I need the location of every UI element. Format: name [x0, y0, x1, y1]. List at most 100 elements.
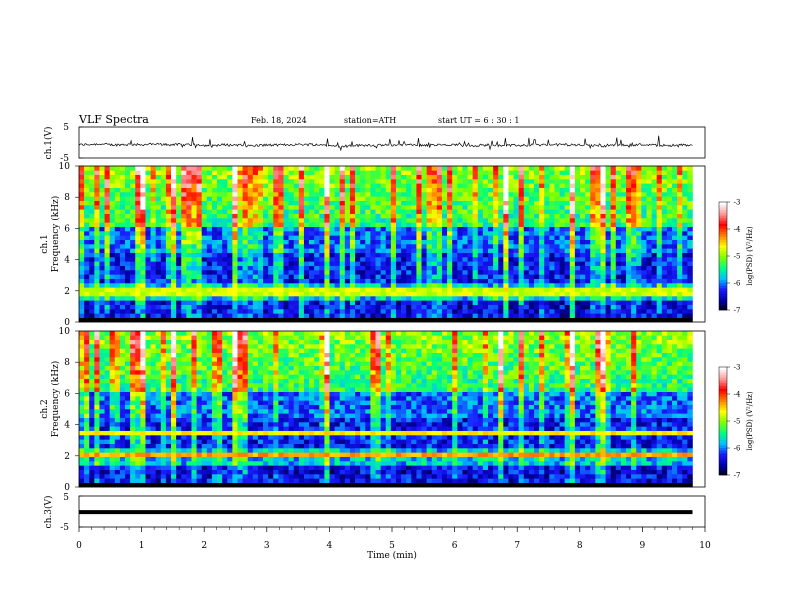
spec1-cell [79, 270, 85, 275]
spec1-cell [222, 313, 228, 318]
spec2-cell [191, 469, 197, 475]
spec1-cell [539, 231, 545, 236]
spec1-cell [360, 239, 366, 245]
spec1-cell [493, 313, 499, 318]
spec1-cell [452, 226, 458, 232]
spec1-cell [309, 200, 315, 206]
spec1-cell [344, 187, 351, 193]
spec1-cell [344, 300, 351, 305]
spec1-cell [544, 213, 550, 219]
spec1-cell [518, 287, 525, 292]
spec2-cell [196, 482, 202, 488]
spec1-cell [395, 287, 402, 292]
spec1-cell [349, 248, 356, 253]
spec1-cell [135, 231, 141, 236]
spec1-cell [334, 261, 341, 266]
spec1-cell [636, 261, 642, 266]
spec2-cell [416, 469, 422, 475]
spec1-cell [600, 248, 606, 253]
spec1-cell [651, 222, 657, 227]
spec2-cell [99, 478, 105, 483]
spec1-cell [247, 283, 254, 288]
spec1-cell [447, 278, 453, 284]
spec1-cell [252, 174, 259, 180]
spec1-cell [574, 222, 581, 227]
spec1-cell [232, 283, 238, 288]
cbar1-band [719, 296, 727, 300]
spec1-cell [406, 291, 412, 297]
spec1-cell [549, 200, 555, 206]
spec1-cell [309, 213, 315, 219]
spec1-cell [171, 226, 177, 232]
spec1-cell [641, 248, 647, 253]
spec1-cell [79, 257, 85, 262]
spec2-cell [559, 482, 565, 488]
spec1-cell [436, 239, 443, 245]
spec1-cell [263, 244, 269, 249]
spec1-cell [406, 283, 412, 288]
spec1-cell [283, 309, 289, 314]
spec1-cell [539, 274, 545, 279]
spec1-cell [303, 248, 310, 253]
spec1-cell [119, 313, 126, 318]
spec1-cell [615, 296, 622, 301]
spec1-cell [600, 235, 606, 240]
spec1-cell [672, 222, 678, 227]
spec1-cell [242, 174, 248, 180]
spec1-cell [186, 261, 192, 266]
spec1-cell [416, 166, 422, 171]
spec1-cell [283, 226, 289, 232]
spec1-cell [150, 252, 156, 258]
spec1-cell [171, 278, 177, 284]
spec1-cell [283, 179, 289, 184]
spec1-cell [324, 239, 330, 245]
spec1-cell [554, 170, 560, 175]
spec1-cell [390, 244, 397, 249]
spec1-cell [518, 222, 525, 227]
spec1-cell [298, 287, 305, 292]
spec1-cell [252, 261, 259, 266]
spec1-cell [431, 291, 438, 297]
spec1-cell [309, 287, 315, 292]
spec1-cell [165, 317, 172, 323]
spec1-cell [160, 265, 167, 271]
spec1-cell [395, 291, 402, 297]
spec1-cell [165, 283, 172, 288]
spec1-cell [518, 213, 525, 219]
spec1-cell [94, 257, 100, 262]
spec1-cell [661, 278, 668, 284]
spec1-cell [605, 252, 611, 258]
spec1-cell [242, 252, 248, 258]
spec1-cell [595, 179, 601, 184]
spec1-cell [411, 222, 417, 227]
spec1-cell [191, 244, 197, 249]
spec1-cell [498, 200, 504, 206]
spec1-cell [303, 317, 310, 323]
spec1-cell [288, 179, 295, 184]
spec1-cell [94, 239, 100, 245]
spec1-cell [447, 309, 453, 314]
cbar1-band [719, 239, 727, 243]
spec1-cell [672, 296, 678, 301]
spec1-cell [528, 170, 535, 175]
spec1-cell [344, 309, 351, 314]
spec1-cell [355, 252, 361, 258]
spec1-cell [309, 261, 315, 266]
spec1-cell [293, 252, 300, 258]
spec1-cell [109, 226, 116, 232]
spec1-cell [370, 309, 376, 314]
spec1-cell [79, 179, 85, 184]
spec1-cell [482, 166, 489, 171]
spec1-cell [252, 265, 259, 271]
spec1-cell [605, 235, 611, 240]
spec1-cell [390, 265, 397, 271]
spec2-cell [564, 465, 571, 470]
spec1-cell [125, 317, 131, 323]
spec1-cell [355, 231, 361, 236]
spec1-cell [672, 287, 678, 292]
spec1-cell [150, 218, 156, 223]
spec1-cell [477, 235, 484, 240]
spec1-cell [89, 296, 95, 301]
spec1-cell [477, 274, 484, 279]
spec2-cell [406, 482, 412, 488]
